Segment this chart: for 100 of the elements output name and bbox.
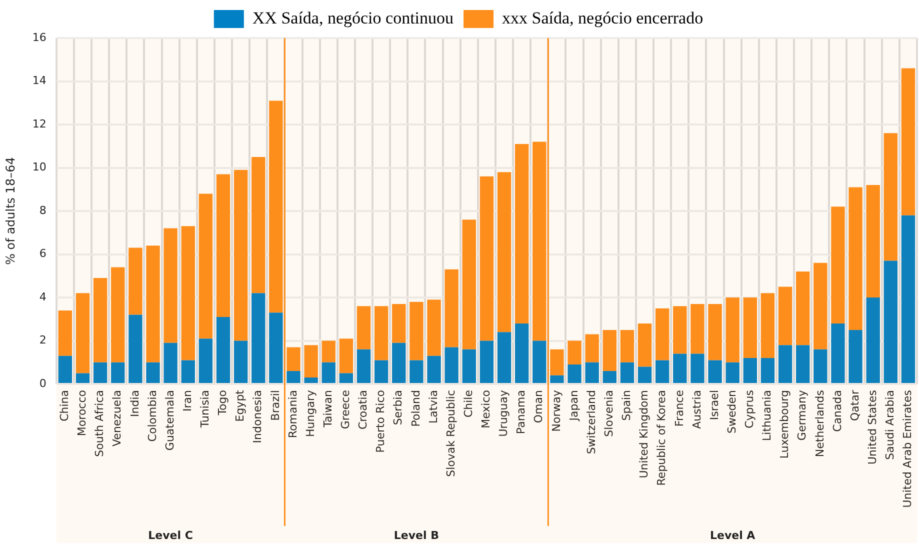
x-tick-label: Guatemala bbox=[163, 390, 176, 451]
x-tick-label: Togo bbox=[216, 390, 230, 416]
bar bbox=[497, 332, 512, 383]
x-tick-label: China bbox=[58, 390, 72, 422]
bar bbox=[410, 302, 424, 360]
bar bbox=[322, 362, 336, 383]
x-tick-label: Brazil bbox=[268, 390, 282, 421]
bar bbox=[76, 373, 90, 383]
bar bbox=[866, 185, 880, 298]
bar bbox=[462, 220, 476, 350]
bar bbox=[198, 338, 213, 383]
y-tick-label: 14 bbox=[32, 74, 46, 88]
bar bbox=[532, 340, 546, 383]
bar bbox=[410, 360, 424, 383]
bar bbox=[497, 172, 512, 332]
bar bbox=[901, 215, 916, 383]
bar bbox=[76, 293, 90, 374]
bar bbox=[848, 330, 862, 383]
x-tick-label: Sweden bbox=[725, 390, 738, 434]
bar bbox=[743, 358, 757, 383]
x-tick-label: Taiwan bbox=[321, 390, 334, 428]
x-tick-label: Poland bbox=[409, 390, 422, 427]
x-tick-label: United Kingdom bbox=[638, 390, 651, 478]
x-tick-label: France bbox=[672, 390, 686, 427]
legend-label: xxx Saída, negócio encerrado bbox=[502, 8, 704, 28]
x-tick-label: Spain bbox=[620, 390, 634, 421]
bar bbox=[726, 362, 740, 383]
x-tick-label: Japan bbox=[567, 390, 580, 422]
bar bbox=[726, 298, 740, 362]
bar bbox=[568, 340, 582, 365]
bar bbox=[269, 312, 283, 383]
x-tick-label: Cyprus bbox=[743, 390, 756, 428]
bar bbox=[550, 375, 564, 383]
bar bbox=[831, 323, 845, 383]
bar bbox=[164, 342, 178, 383]
bar bbox=[638, 323, 652, 367]
y-axis-title: % of adults 18–64 bbox=[3, 157, 18, 265]
bar bbox=[356, 306, 371, 350]
x-tick-label: Hungary bbox=[304, 390, 317, 437]
bar bbox=[111, 267, 125, 362]
x-tick-label: India bbox=[128, 390, 142, 417]
bar bbox=[814, 349, 828, 383]
bar bbox=[339, 338, 354, 374]
x-tick-label: Germany bbox=[796, 390, 809, 441]
bar bbox=[374, 306, 388, 360]
bar bbox=[814, 262, 828, 350]
y-tick-label: 16 bbox=[32, 30, 46, 44]
bar bbox=[514, 323, 529, 383]
bar bbox=[480, 340, 494, 383]
bar bbox=[356, 349, 371, 383]
bar bbox=[252, 293, 266, 383]
bar bbox=[252, 156, 266, 294]
band-label: Level A bbox=[710, 528, 756, 542]
bar bbox=[234, 340, 248, 383]
bar bbox=[374, 360, 388, 383]
y-tick-label: 6 bbox=[39, 247, 46, 260]
bar bbox=[585, 334, 599, 362]
bar bbox=[620, 362, 634, 383]
bar bbox=[304, 378, 318, 383]
x-tick-label: Oman bbox=[532, 390, 546, 424]
bar bbox=[884, 260, 898, 383]
x-tick-label: Iran bbox=[180, 390, 194, 412]
bar bbox=[655, 308, 670, 360]
bar bbox=[322, 340, 336, 362]
x-tick-label: Morocco bbox=[76, 390, 89, 436]
bar bbox=[778, 345, 792, 383]
bar bbox=[462, 349, 476, 383]
y-tick-label: 10 bbox=[32, 160, 46, 174]
bar bbox=[444, 269, 458, 348]
bar bbox=[111, 362, 125, 383]
bar bbox=[286, 371, 300, 383]
bar bbox=[673, 354, 687, 383]
bar bbox=[181, 360, 195, 383]
bar bbox=[690, 304, 704, 354]
bar bbox=[514, 144, 529, 324]
bar bbox=[638, 366, 652, 383]
y-tick-label: 2 bbox=[39, 334, 46, 347]
x-tick-label: Puerto Rico bbox=[374, 390, 388, 453]
x-tick-label: Venezuela bbox=[110, 390, 124, 446]
bar bbox=[216, 316, 230, 383]
bar bbox=[216, 174, 230, 317]
bar bbox=[93, 362, 108, 383]
x-tick-label: Netherlands bbox=[813, 390, 826, 458]
band-label: Level B bbox=[394, 528, 439, 542]
bar bbox=[602, 371, 616, 383]
bar bbox=[708, 360, 722, 383]
bar bbox=[198, 194, 213, 339]
legend-label: XX Saída, negócio continuou bbox=[252, 8, 454, 28]
x-tick-label: Colombia bbox=[146, 390, 159, 442]
x-tick-label: Israel bbox=[708, 390, 721, 420]
bar bbox=[164, 228, 178, 343]
bar bbox=[673, 306, 687, 354]
bar bbox=[444, 347, 458, 383]
x-tick-label: Latvia bbox=[426, 390, 440, 424]
bar bbox=[146, 246, 160, 362]
x-tick-label: Norway bbox=[550, 390, 563, 432]
bar bbox=[93, 278, 108, 362]
x-tick-label: Slovenia bbox=[602, 390, 616, 437]
bar bbox=[339, 373, 354, 383]
bar bbox=[743, 298, 757, 358]
